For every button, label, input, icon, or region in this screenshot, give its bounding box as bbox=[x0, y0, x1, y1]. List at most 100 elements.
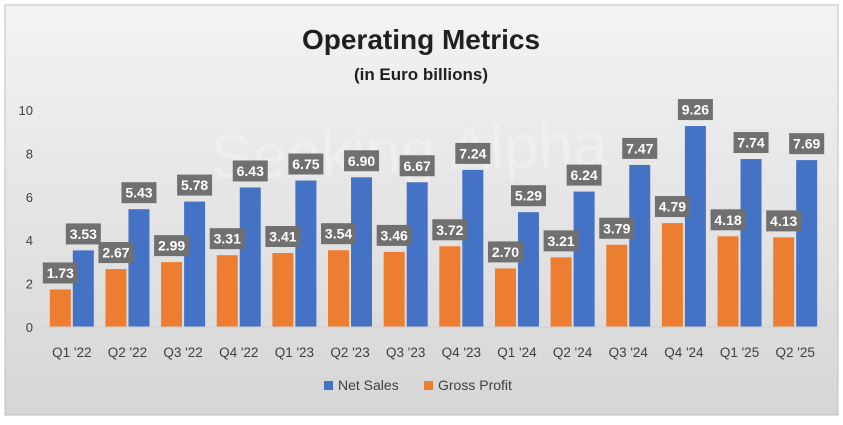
bar-net-sales bbox=[351, 177, 373, 327]
legend-swatch-net-sales bbox=[324, 381, 333, 390]
bar-gross-profit bbox=[216, 255, 238, 327]
bar-net-sales bbox=[573, 191, 595, 327]
bar-gross-profit bbox=[717, 236, 739, 327]
bar-net-sales bbox=[128, 209, 150, 327]
data-label-box-net-sales bbox=[399, 155, 435, 177]
data-label-net-sales: 5.78 bbox=[181, 177, 208, 193]
data-label-box-gross-profit bbox=[543, 230, 579, 252]
y-tick-label: 0 bbox=[26, 320, 33, 335]
x-tick-label: Q1 '22 bbox=[52, 345, 91, 360]
bar-gross-profit bbox=[49, 289, 71, 327]
bar-gross-profit bbox=[383, 251, 405, 327]
data-label-box-net-sales bbox=[288, 153, 324, 175]
bars bbox=[49, 126, 818, 327]
x-tick-label: Q2 '22 bbox=[108, 345, 147, 360]
data-label-net-sales: 7.69 bbox=[793, 136, 820, 152]
y-tick-label: 6 bbox=[26, 190, 33, 205]
data-label-net-sales: 3.53 bbox=[70, 226, 97, 242]
x-axis-labels: Q1 '22 Q2 '22 Q3 '22 Q4 '22 Q1 '23 Q2 '23 Q3 '… bbox=[52, 345, 815, 360]
data-label-box-gross-profit bbox=[710, 209, 746, 231]
data-label-box-net-sales bbox=[622, 137, 658, 159]
data-label-box-net-sales bbox=[232, 160, 268, 182]
legend-swatch-gross-profit bbox=[424, 381, 433, 390]
bar-net-sales bbox=[629, 164, 651, 327]
y-tick-label: 4 bbox=[26, 233, 33, 248]
bar-net-sales bbox=[796, 160, 818, 327]
x-tick-label: Q2 '25 bbox=[775, 345, 814, 360]
data-label-gross-profit: 2.70 bbox=[492, 244, 519, 260]
data-label-gross-profit: 1.73 bbox=[47, 265, 74, 281]
bar-gross-profit bbox=[161, 262, 183, 327]
y-tick-label: 8 bbox=[26, 146, 33, 161]
bar-net-sales bbox=[72, 250, 94, 327]
bar-gross-profit bbox=[773, 237, 795, 327]
data-label-gross-profit: 3.31 bbox=[214, 231, 241, 247]
x-tick-label: Q3 '23 bbox=[386, 345, 425, 360]
data-label-gross-profit: 2.67 bbox=[102, 245, 129, 261]
data-label-box-net-sales bbox=[177, 174, 213, 196]
bar-net-sales bbox=[740, 159, 762, 327]
x-tick-label: Q1 '24 bbox=[497, 345, 537, 360]
data-label-gross-profit: 4.18 bbox=[714, 212, 741, 228]
bar-net-sales bbox=[184, 201, 206, 327]
data-label-box-gross-profit bbox=[42, 262, 78, 284]
bar-net-sales bbox=[239, 187, 261, 327]
data-label-box-net-sales bbox=[65, 223, 101, 245]
bar-gross-profit bbox=[439, 246, 461, 327]
data-label-net-sales: 6.24 bbox=[570, 167, 597, 183]
data-label-net-sales: 5.29 bbox=[515, 188, 542, 204]
data-label-box-net-sales bbox=[566, 164, 602, 186]
bar-net-sales bbox=[295, 180, 317, 327]
data-label-box-gross-profit bbox=[432, 219, 468, 241]
data-label-net-sales: 6.43 bbox=[237, 163, 264, 179]
y-tick-label: 10 bbox=[19, 103, 33, 118]
data-label-box-net-sales bbox=[789, 133, 825, 155]
data-label-net-sales: 6.75 bbox=[292, 156, 319, 172]
data-label-gross-profit: 3.54 bbox=[325, 226, 352, 242]
data-label-gross-profit: 2.99 bbox=[158, 238, 185, 254]
bar-net-sales bbox=[462, 169, 484, 327]
chart-title: Operating Metrics bbox=[302, 24, 540, 55]
data-label-gross-profit: 4.79 bbox=[659, 199, 686, 215]
y-tick-label: 2 bbox=[26, 277, 33, 292]
data-label-net-sales: 9.26 bbox=[682, 102, 709, 118]
data-label-box-net-sales bbox=[733, 132, 769, 154]
x-tick-label: Q2 '24 bbox=[553, 345, 593, 360]
data-label-net-sales: 7.74 bbox=[737, 135, 764, 151]
legend-label-net-sales: Net Sales bbox=[338, 377, 399, 393]
data-label-box-net-sales bbox=[455, 142, 491, 164]
data-label-gross-profit: 3.21 bbox=[547, 233, 574, 249]
x-tick-label: Q4 '22 bbox=[219, 345, 258, 360]
watermark: Seeking Alpha bbox=[210, 110, 609, 193]
data-label-net-sales: 6.67 bbox=[404, 158, 431, 174]
data-label-gross-profit: 3.79 bbox=[603, 220, 630, 236]
x-tick-label: Q1 '23 bbox=[275, 345, 314, 360]
data-label-net-sales: 7.24 bbox=[459, 145, 486, 161]
data-label-box-gross-profit bbox=[599, 217, 635, 239]
data-label-net-sales: 7.47 bbox=[626, 140, 653, 156]
bar-gross-profit bbox=[494, 268, 516, 327]
data-label-box-net-sales bbox=[344, 150, 380, 172]
x-tick-label: Q1 '25 bbox=[720, 345, 759, 360]
x-tick-label: Q4 '23 bbox=[442, 345, 481, 360]
y-axis-ticks: 0 2 4 6 8 10 bbox=[19, 103, 33, 335]
bar-net-sales bbox=[684, 126, 706, 327]
x-tick-label: Q2 '23 bbox=[330, 345, 369, 360]
data-labels: 1.73 3.53 2.67 5.43 2.99 5.78 3.31 6.43 3.41 6.75… bbox=[42, 99, 825, 284]
data-label-box-gross-profit bbox=[321, 223, 357, 245]
x-tick-label: Q4 '24 bbox=[664, 345, 704, 360]
x-tick-label: Q3 '24 bbox=[609, 345, 649, 360]
data-label-box-gross-profit bbox=[265, 226, 301, 248]
bar-gross-profit bbox=[272, 253, 294, 327]
data-label-box-gross-profit bbox=[487, 241, 523, 263]
chart-subtitle: (in Euro billions) bbox=[354, 65, 488, 84]
data-label-box-gross-profit bbox=[376, 224, 412, 246]
bar-gross-profit bbox=[105, 269, 127, 327]
data-label-gross-profit: 3.46 bbox=[381, 227, 408, 243]
data-label-box-net-sales bbox=[677, 99, 713, 121]
data-label-box-gross-profit bbox=[654, 196, 690, 218]
legend-label-gross-profit: Gross Profit bbox=[438, 377, 512, 393]
bar-gross-profit bbox=[328, 250, 350, 327]
